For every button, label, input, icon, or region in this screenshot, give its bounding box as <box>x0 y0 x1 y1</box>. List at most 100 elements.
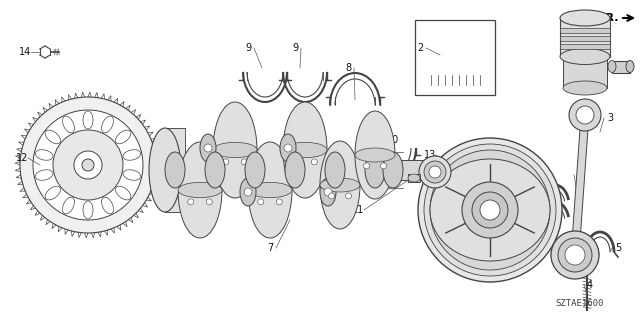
Circle shape <box>311 159 317 165</box>
Text: 9: 9 <box>245 43 251 53</box>
Circle shape <box>429 166 441 178</box>
Ellipse shape <box>365 152 385 188</box>
Ellipse shape <box>563 81 607 95</box>
Ellipse shape <box>83 201 93 219</box>
Bar <box>408 174 420 182</box>
Ellipse shape <box>83 111 93 129</box>
Ellipse shape <box>213 102 257 198</box>
Ellipse shape <box>425 156 445 184</box>
Text: 8: 8 <box>345 63 351 73</box>
Circle shape <box>206 199 212 205</box>
Bar <box>415 20 495 95</box>
Ellipse shape <box>115 186 131 200</box>
Ellipse shape <box>205 152 225 188</box>
Ellipse shape <box>248 182 292 198</box>
Ellipse shape <box>320 178 360 192</box>
Ellipse shape <box>200 134 216 162</box>
Bar <box>390 160 435 180</box>
Bar <box>560 44 610 49</box>
Text: 15: 15 <box>464 245 476 255</box>
Ellipse shape <box>285 152 305 188</box>
Text: 1: 1 <box>577 170 583 180</box>
Ellipse shape <box>123 150 141 160</box>
Circle shape <box>565 245 585 265</box>
Ellipse shape <box>320 178 336 206</box>
Text: 14: 14 <box>19 47 31 57</box>
Ellipse shape <box>248 142 292 238</box>
Text: 6: 6 <box>555 197 561 207</box>
Ellipse shape <box>608 60 616 73</box>
Text: SZTAE1600: SZTAE1600 <box>556 299 604 308</box>
Circle shape <box>292 159 299 165</box>
Bar <box>560 28 610 33</box>
Circle shape <box>480 200 500 220</box>
Circle shape <box>188 199 194 205</box>
Ellipse shape <box>355 111 395 199</box>
Ellipse shape <box>245 152 265 188</box>
Circle shape <box>424 144 556 276</box>
Ellipse shape <box>178 142 222 238</box>
Ellipse shape <box>320 141 360 229</box>
Circle shape <box>33 110 143 220</box>
Ellipse shape <box>283 102 327 198</box>
Circle shape <box>223 159 228 165</box>
Ellipse shape <box>560 49 610 65</box>
Circle shape <box>364 163 369 169</box>
Ellipse shape <box>178 182 222 198</box>
Text: 10: 10 <box>387 135 399 145</box>
Circle shape <box>381 163 387 169</box>
Text: 3: 3 <box>607 113 613 123</box>
Ellipse shape <box>626 60 634 73</box>
Circle shape <box>324 188 332 196</box>
Circle shape <box>284 144 292 152</box>
Text: 6: 6 <box>555 213 561 223</box>
Bar <box>560 18 610 57</box>
Ellipse shape <box>430 159 550 261</box>
Circle shape <box>346 193 351 199</box>
Bar <box>560 36 610 41</box>
Ellipse shape <box>45 130 61 144</box>
Text: 16: 16 <box>366 173 378 183</box>
Circle shape <box>424 161 446 183</box>
Ellipse shape <box>35 150 53 160</box>
Ellipse shape <box>280 134 296 162</box>
Bar <box>612 60 630 73</box>
Ellipse shape <box>560 10 610 26</box>
Ellipse shape <box>63 197 74 214</box>
Text: 2: 2 <box>417 43 423 53</box>
Circle shape <box>276 199 282 205</box>
Ellipse shape <box>383 152 403 188</box>
Ellipse shape <box>283 142 327 158</box>
Circle shape <box>328 193 335 199</box>
Text: 9: 9 <box>292 43 298 53</box>
Polygon shape <box>571 115 589 255</box>
Circle shape <box>558 238 592 272</box>
Circle shape <box>204 144 212 152</box>
Circle shape <box>576 106 594 124</box>
Text: 7: 7 <box>267 243 273 253</box>
Circle shape <box>472 252 484 264</box>
Bar <box>158 156 393 184</box>
Text: 12: 12 <box>16 153 28 163</box>
Ellipse shape <box>102 116 113 133</box>
Circle shape <box>430 150 550 270</box>
Circle shape <box>472 192 508 228</box>
Circle shape <box>258 199 264 205</box>
Ellipse shape <box>165 152 185 188</box>
Text: 4: 4 <box>587 280 593 290</box>
Circle shape <box>244 188 252 196</box>
Ellipse shape <box>102 197 113 214</box>
Text: 13: 13 <box>424 150 436 160</box>
Circle shape <box>241 159 247 165</box>
Circle shape <box>551 231 599 279</box>
Circle shape <box>569 99 601 131</box>
Text: FR.: FR. <box>598 13 618 23</box>
Ellipse shape <box>355 148 395 162</box>
Ellipse shape <box>149 128 181 212</box>
Ellipse shape <box>63 116 74 133</box>
Bar <box>563 52 607 87</box>
Text: 5: 5 <box>615 243 621 253</box>
Circle shape <box>53 130 123 200</box>
Ellipse shape <box>408 174 420 182</box>
Circle shape <box>419 156 451 188</box>
